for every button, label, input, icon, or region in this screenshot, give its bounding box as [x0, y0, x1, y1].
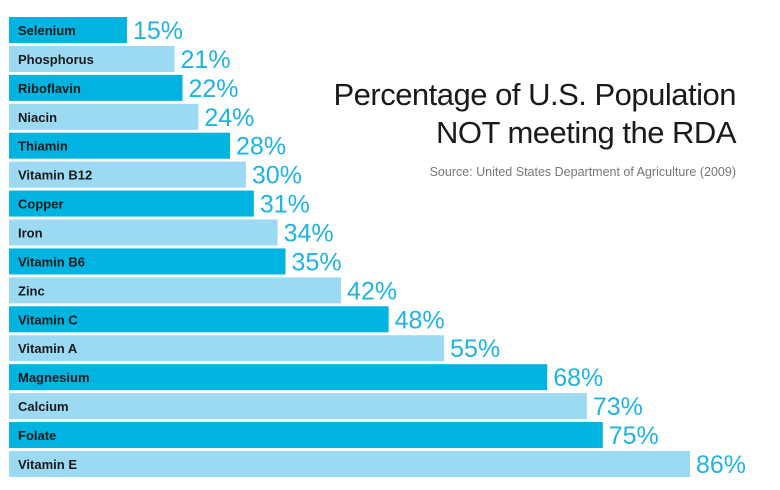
value-label: 30% — [252, 162, 302, 190]
category-label: Magnesium — [18, 370, 90, 385]
category-label: Vitamin C — [18, 312, 78, 327]
chart-title-line-2: NOT meeting the RDA — [435, 115, 737, 150]
value-label: 73% — [593, 393, 643, 421]
category-label: Vitamin B6 — [18, 254, 85, 269]
value-label: 68% — [553, 364, 603, 392]
category-label: Vitamin A — [18, 341, 78, 356]
value-label: 31% — [260, 191, 310, 219]
bar-copper — [9, 190, 254, 217]
value-label: 35% — [292, 248, 342, 276]
chart-title-line-1: Percentage of U.S. Population — [333, 77, 736, 112]
value-label: 34% — [284, 220, 334, 248]
value-label: 86% — [696, 451, 746, 479]
value-label: 42% — [347, 277, 397, 305]
category-label: Copper — [18, 197, 64, 212]
value-label: 22% — [188, 75, 238, 103]
bar-iron — [9, 219, 278, 246]
bar-vitamin-c — [9, 306, 389, 333]
category-label: Phosphorus — [18, 52, 94, 67]
value-label: 75% — [609, 422, 659, 450]
bar-thiamin — [9, 132, 231, 159]
bar-vitamin-b6 — [9, 248, 286, 275]
category-label: Vitamin B12 — [18, 168, 92, 183]
chart-source: Source: United States Department of Agri… — [429, 165, 736, 179]
bar-vitamin-a — [9, 335, 445, 362]
bar-selenium — [9, 17, 127, 43]
chart-title: Percentage of U.S. Population NOT meetin… — [333, 76, 736, 152]
category-label: Zinc — [18, 283, 45, 298]
category-label: Folate — [18, 428, 56, 443]
category-label: Riboflavin — [18, 81, 81, 96]
bar-calcium — [9, 393, 587, 420]
category-label: Iron — [18, 226, 43, 241]
bar-vitamin-b12 — [9, 161, 246, 188]
bar-niacin — [9, 103, 199, 130]
bar-phosphorus — [9, 45, 175, 72]
category-label: Thiamin — [18, 139, 68, 154]
bar-zinc — [9, 277, 342, 304]
value-label: 28% — [236, 133, 286, 161]
value-label: 55% — [450, 335, 500, 363]
value-label: 15% — [133, 17, 183, 45]
bar-riboflavin — [9, 74, 183, 101]
category-label: Calcium — [18, 399, 69, 414]
value-label: 48% — [395, 306, 445, 334]
category-label: Selenium — [18, 23, 76, 38]
category-label: Niacin — [18, 110, 57, 125]
bar-vitamin-e — [9, 450, 690, 477]
bar-magnesium — [9, 364, 548, 391]
value-label: 21% — [181, 46, 231, 74]
bar-folate — [9, 422, 603, 449]
category-label: Vitamin E — [18, 457, 77, 472]
value-label: 24% — [204, 104, 254, 132]
